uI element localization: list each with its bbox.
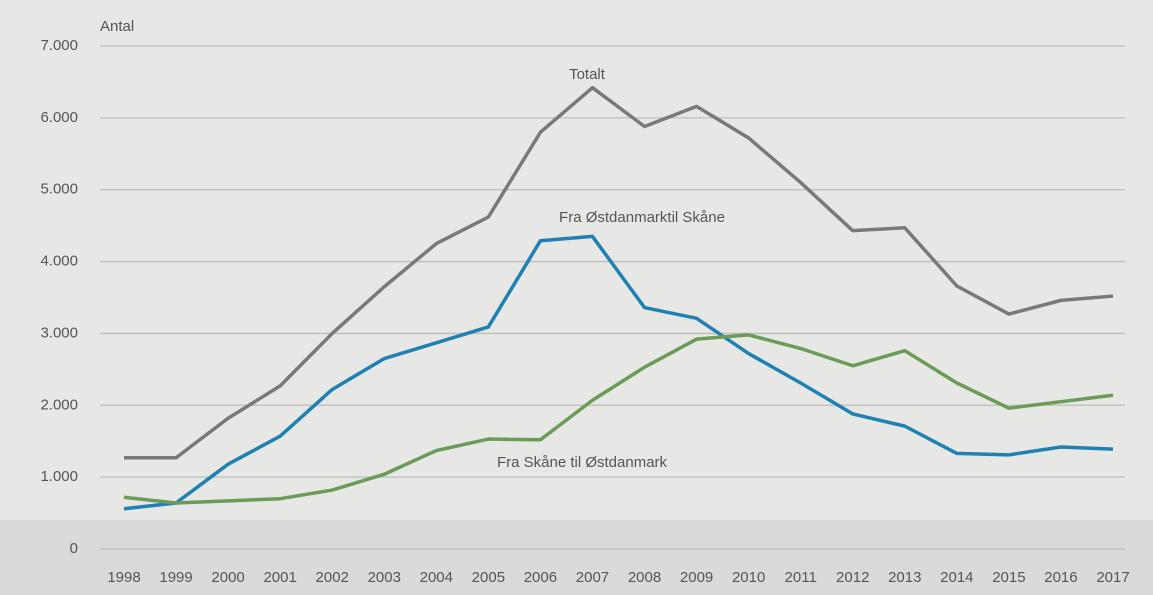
y-tick-label: 5.000	[40, 181, 78, 198]
x-tick-label: 2007	[576, 569, 609, 586]
line-series	[124, 85, 1114, 460]
x-tick-label: 2003	[368, 569, 401, 586]
x-tick-label: 2000	[211, 569, 244, 586]
line-series	[123, 333, 1114, 505]
x-tick-label: 2013	[888, 569, 921, 586]
x-tick-label: 2005	[472, 569, 505, 586]
x-tick-label: 2006	[524, 569, 557, 586]
x-tick-label: 2002	[316, 569, 349, 586]
x-tick-label: 2009	[680, 569, 713, 586]
series-label: Fra Østdanmarktil Skåne	[559, 209, 725, 226]
y-axis-label: Antal	[100, 18, 134, 35]
x-tick-label: 2012	[836, 569, 869, 586]
y-tick-label: 0	[70, 540, 78, 557]
x-tick-label: 2004	[420, 569, 453, 586]
y-tick-label: 2.000	[40, 396, 78, 413]
y-tick-label: 4.000	[40, 253, 78, 270]
x-tick-label: 2017	[1096, 569, 1129, 586]
x-tick-label: 2014	[940, 569, 973, 586]
series-label: Fra Skåne til Østdanmark	[497, 454, 668, 471]
x-tick-label: 1998	[107, 569, 140, 586]
y-tick-label: 3.000	[40, 324, 78, 341]
x-tick-label: 2011	[785, 569, 817, 586]
line-series	[123, 234, 1114, 511]
x-tick-label: 2015	[992, 569, 1025, 586]
x-tick-label: 2010	[732, 569, 765, 586]
x-tick-label: 2016	[1044, 569, 1077, 586]
x-tick-label: 2008	[628, 569, 661, 586]
series-label: Totalt	[569, 66, 606, 83]
bottom-band	[0, 520, 1153, 595]
x-tick-label: 1999	[159, 569, 192, 586]
y-tick-label: 6.000	[40, 109, 78, 126]
y-tick-label: 1.000	[40, 468, 78, 485]
x-tick-label: 2001	[263, 569, 296, 586]
y-tick-label: 7.000	[40, 37, 78, 54]
